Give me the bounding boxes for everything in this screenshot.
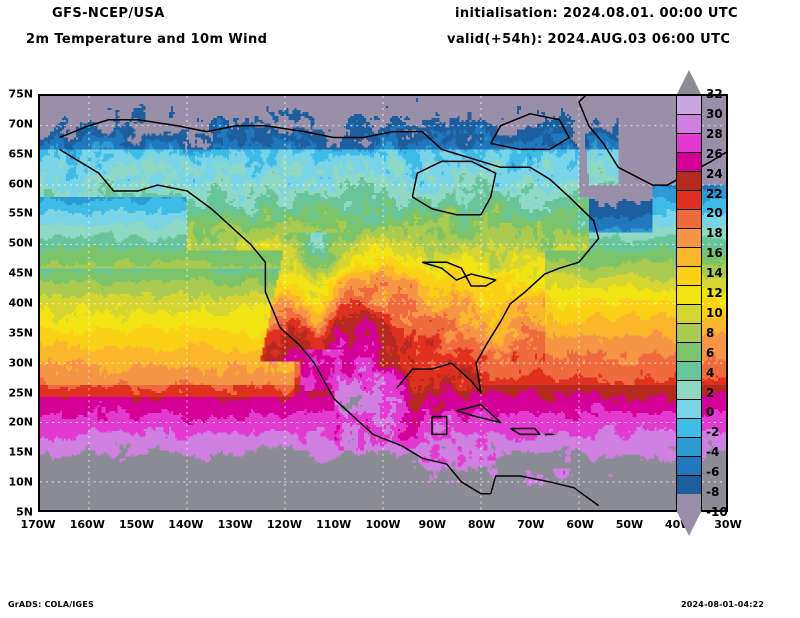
longitude-tick: 140W bbox=[168, 518, 204, 531]
longitude-tick: 170W bbox=[20, 518, 56, 531]
valid-time-label: valid(+54h): 2024.AUG.03 06:00 UTC bbox=[447, 32, 731, 47]
longitude-tick: 90W bbox=[418, 518, 447, 531]
colorbar-swatch bbox=[677, 494, 701, 513]
colorbar-tick: 2 bbox=[706, 385, 715, 400]
longitude-tick: 110W bbox=[316, 518, 352, 531]
colorbar-tick: 8 bbox=[706, 325, 715, 340]
colorbar-swatch bbox=[677, 418, 701, 437]
colorbar-tick: -10 bbox=[706, 505, 728, 519]
colorbar-swatch bbox=[677, 361, 701, 380]
colorbar-swatch bbox=[677, 190, 701, 209]
credit-label: GrADS: COLA/IGES bbox=[8, 600, 94, 609]
colorbar-tick: 30 bbox=[706, 106, 723, 121]
colorbar-swatch bbox=[677, 342, 701, 361]
colorbar-swatch bbox=[677, 228, 701, 247]
colorbar-swatch bbox=[677, 285, 701, 304]
model-title: GFS-NCEP/USA bbox=[52, 6, 165, 21]
colorbar-swatch bbox=[677, 456, 701, 475]
longitude-tick: 70W bbox=[517, 518, 545, 531]
latitude-tick: 45N bbox=[8, 266, 33, 280]
latitude-tick: 60N bbox=[8, 177, 33, 191]
longitude-tick: 30W bbox=[714, 518, 742, 531]
colorbar-tick: 24 bbox=[706, 166, 723, 181]
colorbar-tick: 16 bbox=[706, 246, 723, 261]
colorbar-tick: 0 bbox=[706, 405, 715, 420]
latitude-tick: 55N bbox=[8, 206, 33, 220]
colorbar-swatch bbox=[677, 380, 701, 399]
latitude-tick: 20N bbox=[8, 415, 33, 429]
longitude-tick: 80W bbox=[467, 518, 496, 531]
variable-title: 2m Temperature and 10m Wind bbox=[26, 32, 268, 47]
longitude-tick: 100W bbox=[365, 518, 401, 531]
longitude-tick: 150W bbox=[119, 518, 155, 531]
generated-label: 2024-08-01-04:22 bbox=[681, 600, 765, 609]
colorbar-tick: 32 bbox=[706, 87, 723, 101]
colorbar-swatch bbox=[677, 399, 701, 418]
latitude-tick: 30N bbox=[8, 356, 33, 370]
colorbar-tick: 20 bbox=[706, 206, 723, 221]
longitude-tick: 50W bbox=[615, 518, 644, 531]
colorbar-tick: 12 bbox=[706, 286, 723, 301]
colorbar-tick: 26 bbox=[706, 146, 723, 161]
colorbar-swatch bbox=[677, 133, 701, 152]
initialisation-label: initialisation: 2024.08.01. 00:00 UTC bbox=[455, 6, 738, 21]
latitude-tick: 25N bbox=[8, 386, 33, 400]
colorbar-under-arrow-icon bbox=[677, 512, 701, 536]
colorbar-tick: -2 bbox=[706, 425, 720, 440]
colorbar-over-arrow-icon bbox=[677, 70, 701, 94]
colorbar-swatch bbox=[677, 266, 701, 285]
latitude-tick: 35N bbox=[8, 326, 33, 340]
colorbar-swatch bbox=[677, 247, 701, 266]
colorbar-swatch bbox=[677, 304, 701, 323]
colorbar-swatch bbox=[677, 437, 701, 456]
latitude-tick: 15N bbox=[8, 445, 33, 459]
latitude-tick: 65N bbox=[8, 147, 33, 161]
colorbar-swatch bbox=[677, 152, 701, 171]
colorbar-swatch bbox=[677, 475, 701, 494]
colorbar-swatch bbox=[677, 114, 701, 133]
temperature-colorbar[interactable] bbox=[676, 94, 702, 513]
latitude-tick: 10N bbox=[8, 475, 33, 489]
latitude-tick: 40N bbox=[8, 296, 33, 310]
colorbar-tick: 22 bbox=[706, 186, 723, 201]
colorbar-tick: -8 bbox=[706, 485, 720, 500]
colorbar-tick: -4 bbox=[706, 445, 720, 460]
colorbar-tick: 14 bbox=[706, 266, 723, 281]
latitude-tick: 70N bbox=[8, 117, 33, 131]
colorbar-swatch bbox=[677, 323, 701, 342]
temperature-field bbox=[40, 96, 726, 510]
colorbar-swatch bbox=[677, 95, 701, 114]
colorbar-tick: 18 bbox=[706, 226, 723, 241]
longitude-tick: 60W bbox=[566, 518, 594, 531]
latitude-tick: 50N bbox=[8, 236, 33, 250]
colorbar-tick: -6 bbox=[706, 465, 720, 480]
latitude-tick: 5N bbox=[16, 505, 33, 519]
map-plot-area[interactable] bbox=[38, 94, 728, 512]
colorbar-swatch bbox=[677, 209, 701, 228]
latitude-tick: 75N bbox=[8, 87, 33, 101]
longitude-tick: 120W bbox=[266, 518, 302, 531]
colorbar-swatch bbox=[677, 171, 701, 190]
colorbar-tick: 4 bbox=[706, 365, 715, 380]
colorbar-tick: 10 bbox=[706, 305, 723, 320]
longitude-tick: 130W bbox=[217, 518, 253, 531]
colorbar-tick: 28 bbox=[706, 126, 723, 141]
longitude-tick: 160W bbox=[69, 518, 105, 531]
temperature-raster bbox=[40, 96, 726, 510]
colorbar-tick: 6 bbox=[706, 345, 715, 360]
